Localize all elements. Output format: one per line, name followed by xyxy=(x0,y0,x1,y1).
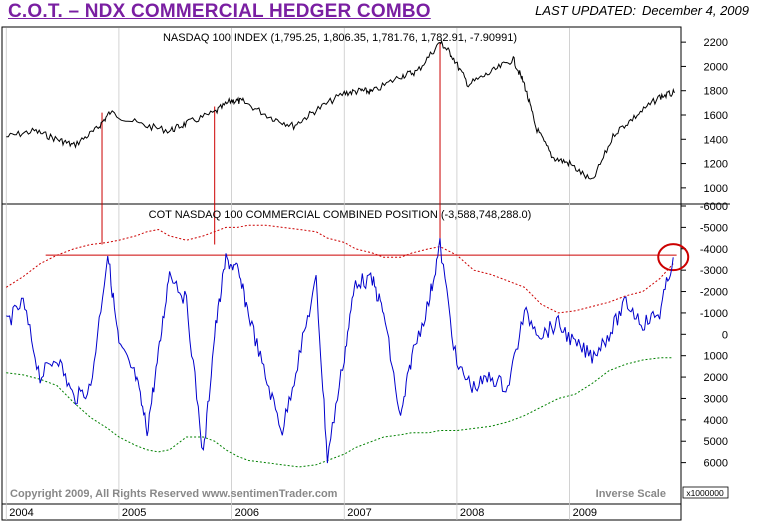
upper-band-line xyxy=(6,224,674,314)
price-panel-title: NASDAQ 100 INDEX (1,795.25, 1,806.35, 1,… xyxy=(163,32,517,44)
price-y-tick-label: 1800 xyxy=(704,86,728,98)
cot-y-tick-label: 1000 xyxy=(704,351,728,363)
copyright-text: Copyright 2009, All Rights Reserved www.… xyxy=(10,488,338,500)
cot-y-tick-label: 0 xyxy=(722,329,728,341)
upper-band xyxy=(6,224,674,314)
cot-y-tick-label: -2000 xyxy=(700,287,728,299)
cot-panel-frame xyxy=(1,203,682,505)
cot-y-tick-label: -6000 xyxy=(700,201,728,213)
last-updated-date: December 4, 2009 xyxy=(642,3,749,18)
price-panel-frame xyxy=(1,26,682,205)
inverse-scale-label: Inverse Scale xyxy=(596,488,666,500)
price-y-tick-label: 2200 xyxy=(704,37,728,49)
x-tick-label: 2006 xyxy=(235,507,259,519)
price-y-tick-label: 2000 xyxy=(704,61,728,73)
x-tick-label: 2005 xyxy=(122,507,146,519)
cot-y-tick-label: 3000 xyxy=(704,393,728,405)
cot-y-tick-label: -5000 xyxy=(700,222,728,234)
price-series-line xyxy=(6,39,675,180)
price-line xyxy=(6,39,675,180)
cot-y-tick-label: -1000 xyxy=(700,308,728,320)
cot-line xyxy=(6,238,674,464)
multiplier-box xyxy=(682,486,729,499)
last-updated: LAST UPDATED: December 4, 2009 xyxy=(529,3,749,18)
annotations xyxy=(45,42,690,272)
cot-y-tick-label: 2000 xyxy=(704,372,728,384)
x-axis-strip xyxy=(1,503,682,521)
cot-y-axis: -6000 -5000 -4000 -3000 -2000 -1000 0 1000 2000 3… xyxy=(680,201,728,504)
cot-y-tick-label: 5000 xyxy=(704,436,728,448)
cot-panel-title: COT NASDAQ 100 COMMERCIAL COMBINED POSIT… xyxy=(149,209,532,221)
chart-title: C.O.T. – NDX COMMERCIAL HEDGER COMBO xyxy=(8,1,431,22)
year-gridlines xyxy=(5,28,570,520)
highlight-circle xyxy=(657,243,690,272)
price-y-tick-label: 1600 xyxy=(704,110,728,122)
x-tick-label: 2004 xyxy=(9,507,33,519)
price-y-tick-label: 1000 xyxy=(704,183,728,195)
price-y-axis: 1000 1200 1400 1600 1800 2000 2200 xyxy=(680,28,728,204)
cot-y-tick-label: 6000 xyxy=(704,458,728,470)
price-y-tick-label: 1200 xyxy=(704,159,728,171)
x-tick-label: 2007 xyxy=(347,507,371,519)
cot-series-line xyxy=(6,238,674,464)
multiplier-label: x1000000 xyxy=(686,488,724,498)
cot-y-tick-label: -3000 xyxy=(700,265,728,277)
price-y-tick-label: 1400 xyxy=(704,134,728,146)
last-updated-label: LAST UPDATED: xyxy=(535,3,637,18)
x-tick-label: 2008 xyxy=(460,507,484,519)
x-axis-labels: 2004 2005 2006 2007 2008 2009 xyxy=(9,507,597,519)
x-tick-label: 2009 xyxy=(573,507,597,519)
cot-y-tick-label: 4000 xyxy=(704,415,728,427)
cot-y-tick-label: -4000 xyxy=(700,244,728,256)
